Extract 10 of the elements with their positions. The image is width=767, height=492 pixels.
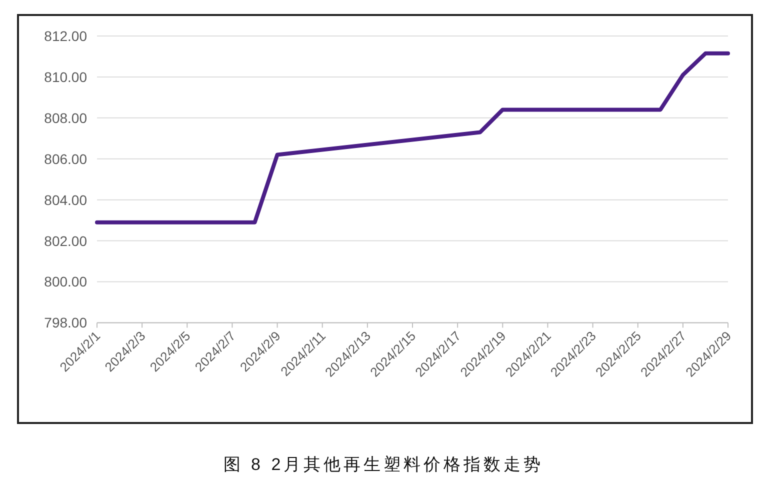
y-tick-label: 808.00 [44,110,88,126]
y-tick-label: 806.00 [44,150,88,167]
y-tick-label: 810.00 [44,68,88,85]
y-tick-label: 802.00 [44,232,88,249]
y-tick-label: 798.00 [44,314,88,331]
y-tick-label: 804.00 [44,192,88,208]
y-tick-label: 800.00 [44,274,88,290]
line-series [95,51,730,224]
y-tick-label: 812.00 [44,28,88,44]
caption: 图 8 2月其他再生塑料价格指数走势 [223,455,544,474]
